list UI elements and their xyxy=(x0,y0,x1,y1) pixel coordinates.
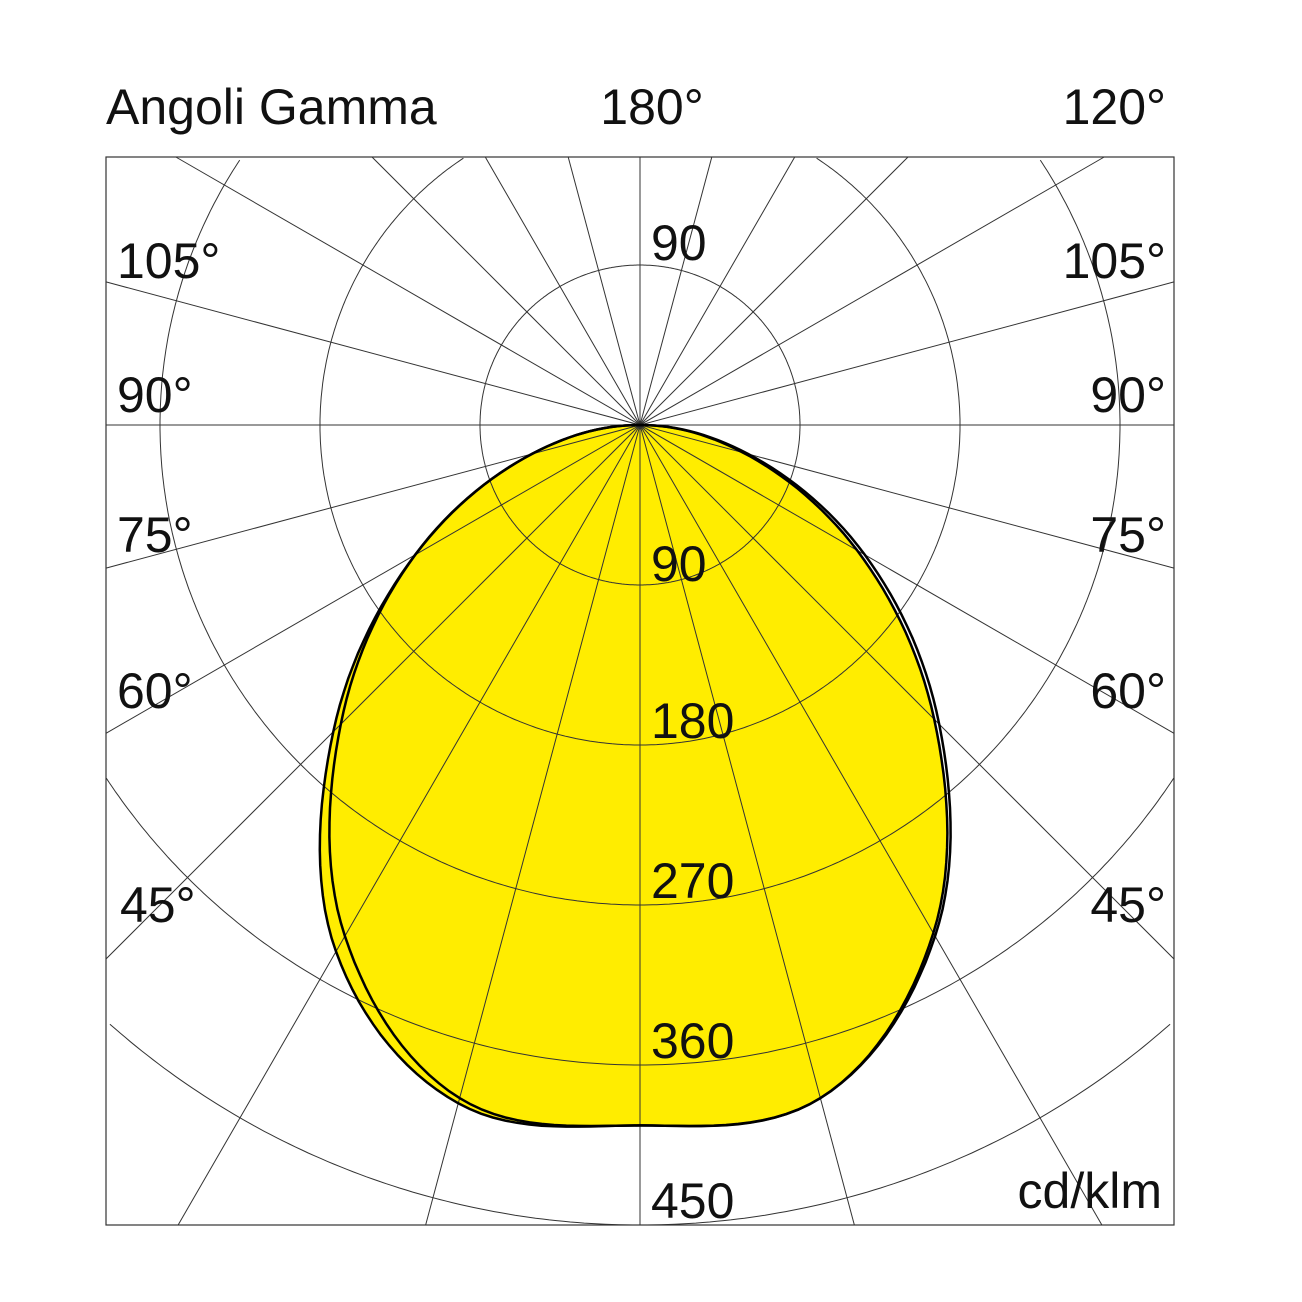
radial-label-180: 180 xyxy=(651,693,734,749)
chart-title: Angoli Gamma xyxy=(106,79,437,135)
radial-label-top-90: 90 xyxy=(651,215,707,271)
top-label-120: 120° xyxy=(1063,79,1166,135)
plot-frame xyxy=(105,156,1175,1226)
curves xyxy=(319,425,948,1127)
grid-radial-line-165 xyxy=(425,156,713,1226)
intensity-curve-filled xyxy=(319,425,948,1127)
radial-label-90: 90 xyxy=(651,536,707,592)
angle-label-left-75: 75° xyxy=(117,507,193,563)
angle-label-left-60: 60° xyxy=(117,663,193,719)
grid-radial-line-120 xyxy=(105,156,1105,734)
top-label-180: 180° xyxy=(600,79,703,135)
grid-radial-line-15 xyxy=(567,156,855,1226)
grid-radial-line-150 xyxy=(177,156,796,1226)
unit-label: cd/klm xyxy=(1018,1163,1162,1219)
radial-label-450: 450 xyxy=(651,1173,734,1229)
grid-radial-line-45 xyxy=(371,156,1175,960)
grid-radial-line-60 xyxy=(175,156,1175,734)
radial-label-360: 360 xyxy=(651,1013,734,1069)
outlines xyxy=(318,423,952,1128)
radial-label-270: 270 xyxy=(651,853,734,909)
grid-radial-line-30 xyxy=(484,156,1103,1226)
grid-circle-270 xyxy=(159,159,1121,906)
angle-label-right-75: 75° xyxy=(1090,507,1166,563)
angle-label-left-90: 90° xyxy=(117,367,193,423)
intensity-curve-outline xyxy=(328,423,952,1128)
angle-label-right-90: 90° xyxy=(1090,367,1166,423)
grid xyxy=(105,156,1175,1226)
angle-label-right-105: 105° xyxy=(1063,233,1166,289)
grid-circle-180 xyxy=(319,157,961,746)
angle-label-right-45: 45° xyxy=(1090,877,1166,933)
grid-radial-line-135 xyxy=(105,156,909,960)
angle-label-left-105: 105° xyxy=(117,233,220,289)
angle-label-left-45: 45° xyxy=(120,877,196,933)
angle-label-right-60: 60° xyxy=(1090,663,1166,719)
